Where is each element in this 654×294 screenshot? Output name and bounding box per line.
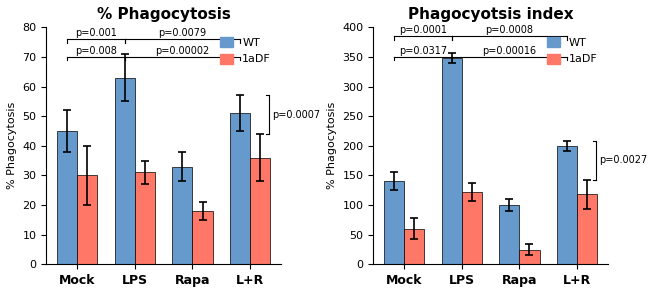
Text: p=0.008: p=0.008 xyxy=(75,46,117,56)
Bar xyxy=(135,173,155,264)
Text: p=0.00016: p=0.00016 xyxy=(482,46,536,56)
Bar xyxy=(77,176,97,264)
Bar xyxy=(172,166,192,264)
Title: % Phagocytosis: % Phagocytosis xyxy=(97,7,231,22)
Title: Phagocyotsis index: Phagocyotsis index xyxy=(408,7,574,22)
Y-axis label: % Phagocytosis: % Phagocytosis xyxy=(7,102,17,189)
Y-axis label: % Phagocytosis: % Phagocytosis xyxy=(327,102,337,189)
Bar xyxy=(557,146,577,264)
Legend: WT, 1aDF: WT, 1aDF xyxy=(542,33,602,69)
Text: p=0.0008: p=0.0008 xyxy=(485,25,533,35)
Bar xyxy=(114,78,135,264)
Bar xyxy=(519,250,540,264)
Legend: WT, 1aDF: WT, 1aDF xyxy=(215,33,275,69)
Bar xyxy=(499,205,519,264)
Text: p=0.0007: p=0.0007 xyxy=(271,110,320,120)
Text: p=0.0027: p=0.0027 xyxy=(598,155,647,165)
Text: p=0.001: p=0.001 xyxy=(75,28,117,38)
Text: p=0.00002: p=0.00002 xyxy=(155,46,209,56)
Text: p=0.0079: p=0.0079 xyxy=(158,28,207,38)
Bar xyxy=(404,229,424,264)
Text: p=0.0317: p=0.0317 xyxy=(399,46,447,56)
Bar xyxy=(462,192,482,264)
Bar xyxy=(441,58,462,264)
Bar xyxy=(250,158,270,264)
Bar xyxy=(192,211,213,264)
Bar xyxy=(384,181,404,264)
Bar xyxy=(230,113,250,264)
Bar xyxy=(57,131,77,264)
Text: p=0.0001: p=0.0001 xyxy=(399,25,447,35)
Bar xyxy=(577,194,597,264)
